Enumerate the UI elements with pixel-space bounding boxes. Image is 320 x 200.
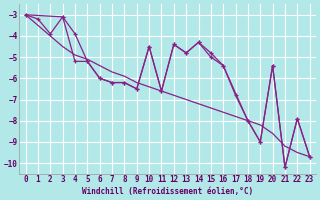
X-axis label: Windchill (Refroidissement éolien,°C): Windchill (Refroidissement éolien,°C) — [82, 187, 253, 196]
